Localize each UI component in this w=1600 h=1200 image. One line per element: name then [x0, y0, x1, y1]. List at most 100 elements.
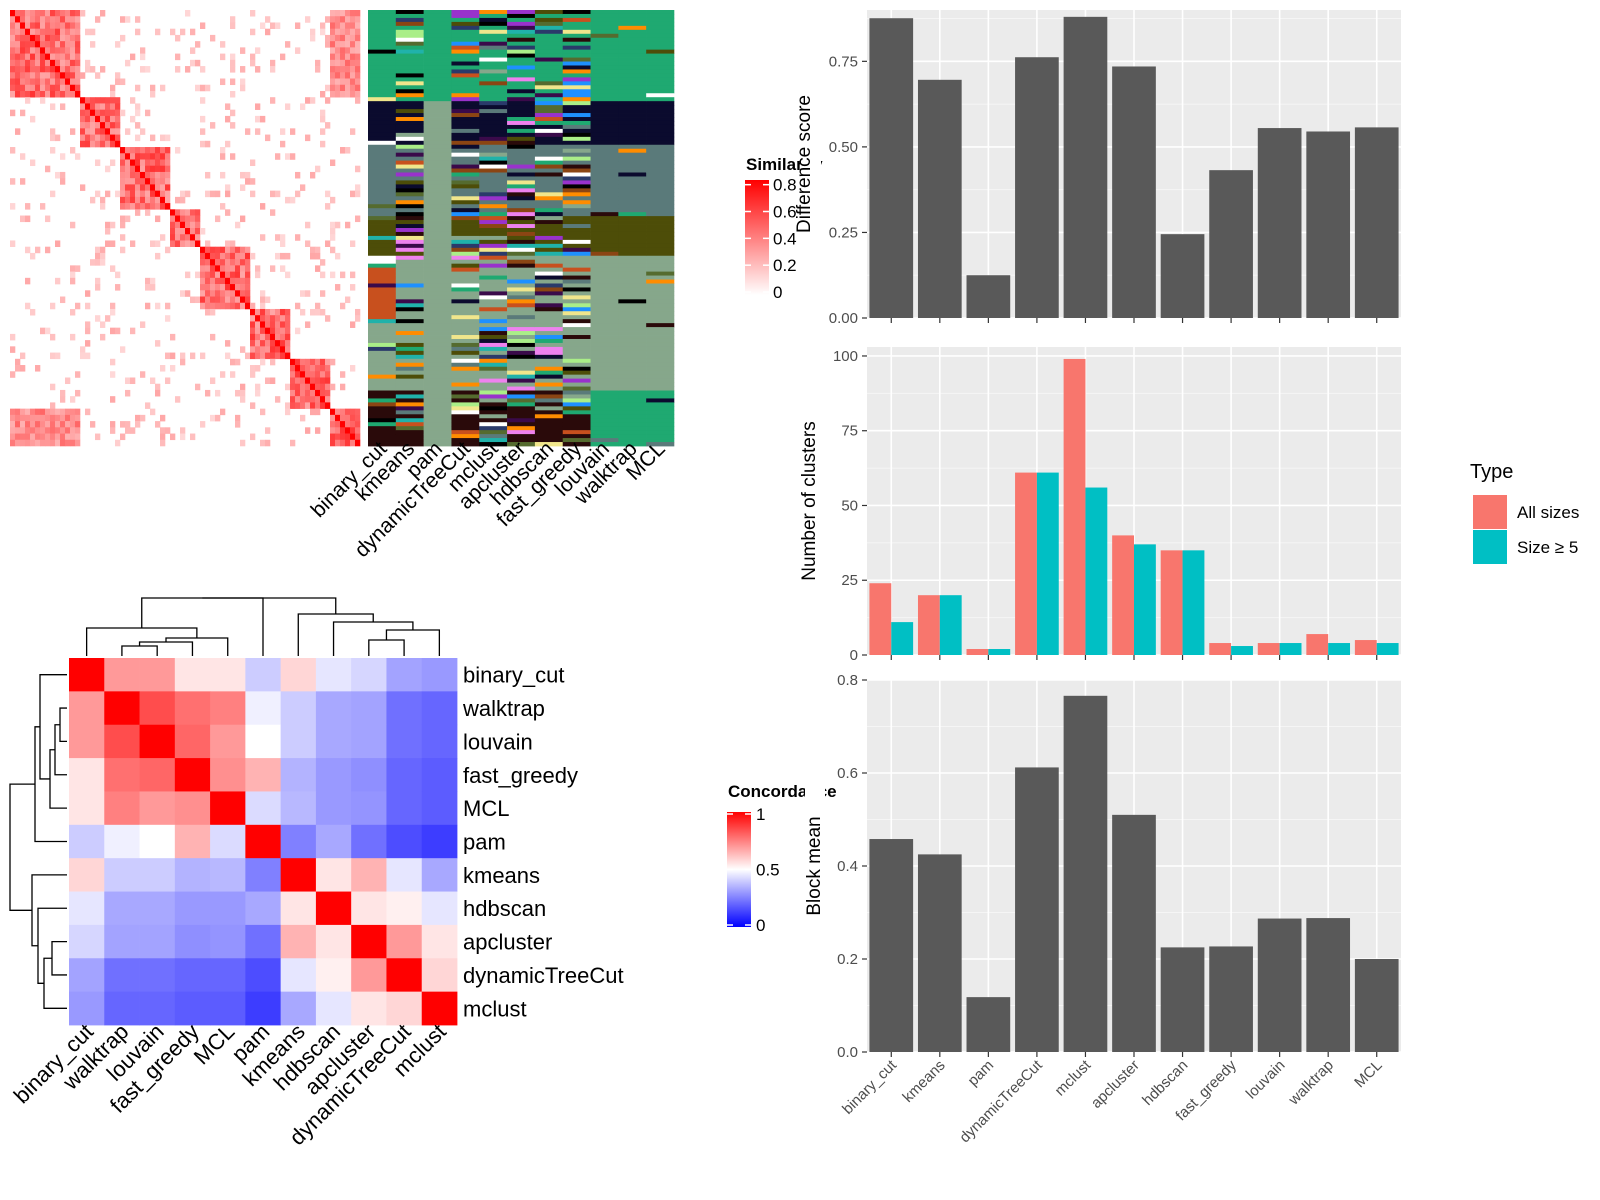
membership-cell: [395, 212, 424, 217]
similarity-cell: [105, 221, 111, 229]
membership-cell: [562, 101, 591, 106]
concordance-cell-hdbscan-fast_greedy: [174, 891, 211, 926]
membership-cell: [646, 69, 675, 74]
similarity-cell: [335, 439, 341, 447]
similarity-cell: [75, 433, 81, 441]
similarity-cell: [330, 383, 336, 391]
similarity-cell: [50, 84, 56, 92]
similarity-legend-ticks: 0.80.60.40.20: [745, 176, 797, 302]
similarity-cell: [235, 389, 241, 397]
membership-cell: [451, 73, 480, 78]
similarity-cell: [325, 396, 331, 403]
similarity-cell: [260, 333, 266, 341]
similarity-cell: [110, 221, 116, 229]
membership-cell: [451, 267, 480, 272]
membership-cell: [395, 208, 424, 213]
concordance-cell-louvain-louvain: [139, 724, 176, 759]
membership-cell: [562, 239, 591, 245]
concordance-cell-pam-mclust: [421, 824, 458, 859]
similarity-cell: [310, 246, 316, 254]
similarity-cell: [215, 252, 221, 260]
membership-cell: [562, 394, 591, 399]
similarity-cell: [120, 421, 126, 428]
similarity-cell: [10, 16, 16, 23]
similarity-cell: [205, 302, 211, 310]
similarity-cell: [345, 408, 351, 416]
similarity-cell: [245, 252, 251, 260]
similarity-cell: [290, 358, 296, 366]
similarity-cell: [185, 66, 191, 73]
similarity-cell: [70, 128, 76, 135]
similarity-cell: [340, 147, 346, 154]
similarity-cell: [250, 10, 256, 17]
membership-cell: [395, 394, 424, 399]
similarity-cell: [275, 352, 281, 360]
similarity-cell: [275, 252, 281, 260]
membership-cell: [395, 13, 424, 19]
similarity-cell: [300, 383, 306, 391]
membership-cell: [395, 275, 424, 280]
similarity-cell: [320, 90, 326, 98]
similarity-cell: [230, 153, 236, 160]
concordance-cell-pam-fast_greedy: [174, 824, 211, 859]
membership-cell: [423, 402, 452, 407]
membership-cell: [368, 21, 397, 27]
similarity-cell: [220, 78, 226, 86]
similarity-cell: [165, 203, 171, 210]
similarity-cell: [315, 402, 321, 409]
membership-cell: [479, 307, 508, 312]
similarity-cell: [20, 352, 26, 360]
membership-cell: [368, 422, 397, 427]
membership-cell: [590, 231, 619, 237]
similarity-cell: [345, 421, 351, 428]
membership-cell: [368, 307, 397, 312]
membership-cell: [534, 21, 564, 27]
similarity-cell: [200, 296, 206, 304]
similarity-cell: [50, 22, 56, 29]
membership-cell: [395, 156, 424, 162]
concordance-cell-mclust-dynamicTreeCut: [386, 991, 423, 1026]
membership-cell: [534, 53, 564, 58]
similarity-cell: [150, 153, 156, 160]
membership-cell: [479, 97, 508, 102]
membership-cell: [646, 331, 675, 336]
similarity-cell: [310, 358, 316, 366]
membership-cell: [618, 85, 647, 90]
bar-fast_greedy: [1209, 170, 1253, 318]
concordance-cell-hdbscan-dynamicTreeCut: [386, 891, 423, 926]
similarity-cell: [85, 302, 91, 310]
similarity-cell: [50, 147, 56, 154]
membership-cell: [534, 156, 564, 162]
concordance-cell-pam-louvain: [139, 824, 176, 859]
similarity-cell: [145, 284, 151, 291]
similarity-cell: [165, 302, 171, 310]
similarity-cell: [285, 383, 291, 391]
similarity-cell: [100, 333, 106, 341]
membership-cell: [479, 93, 508, 98]
membership-cell: [451, 418, 480, 423]
membership-cell: [646, 220, 675, 225]
similarity-cell: [125, 147, 131, 154]
membership-cell: [507, 180, 536, 185]
similarity-cell: [60, 22, 66, 29]
membership-cell: [534, 97, 564, 102]
similarity-cell: [215, 389, 221, 397]
similarity-cell: [50, 103, 56, 110]
membership-cell: [618, 148, 647, 154]
membership-cell: [395, 93, 424, 98]
concordance-cell-hdbscan-hdbscan: [315, 891, 352, 926]
membership-cell: [395, 140, 424, 146]
similarity-cell: [215, 290, 221, 297]
similarity-cell: [285, 408, 291, 416]
membership-cell: [423, 81, 452, 86]
similarity-cell: [315, 383, 321, 391]
membership-cell: [562, 120, 591, 126]
membership-cell: [590, 239, 619, 245]
similarity-cell: [200, 252, 206, 260]
membership-cell: [534, 394, 564, 399]
concordance-cell-MCL-dynamicTreeCut: [386, 791, 423, 826]
similarity-cell: [25, 439, 31, 447]
similarity-cell: [300, 290, 306, 297]
bar-hdbscan: [1160, 947, 1205, 1053]
concordance-row-label-mclust: mclust: [463, 996, 527, 1021]
